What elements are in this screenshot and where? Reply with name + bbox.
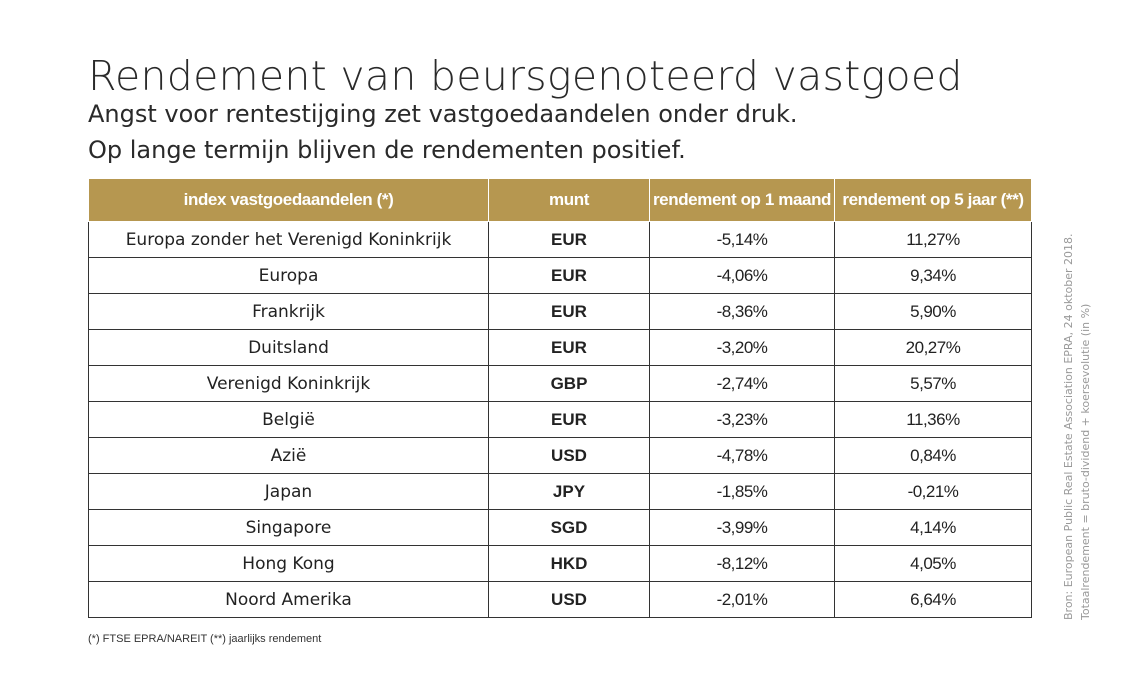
returns-table: index vastgoedaandelen (*) munt rendemen… (88, 178, 1032, 618)
column-header-return-1-month: rendement op 1 maand (649, 178, 835, 222)
table-row: Singapore SGD -3,99% 4,14% (88, 509, 1032, 546)
table-row: Europa zonder het Verenigd Koninkrijk EU… (88, 221, 1032, 258)
table-row: Duitsland EUR -3,20% 20,27% (88, 329, 1032, 366)
table-row: Verenigd Koninkrijk GBP -2,74% 5,57% (88, 365, 1032, 402)
currency-cell: EUR (488, 329, 650, 366)
currency-cell: EUR (488, 401, 650, 438)
table-row: Hong Kong HKD -8,12% 4,05% (88, 545, 1032, 582)
return-5-years-cell: -0,21% (834, 473, 1032, 510)
return-5-years-cell: 9,34% (834, 257, 1032, 294)
source-line-1: Bron: European Public Real Estate Associ… (1062, 233, 1075, 620)
currency-cell: SGD (488, 509, 650, 546)
table-row: België EUR -3,23% 11,36% (88, 401, 1032, 438)
return-1-month-cell: -8,12% (649, 545, 835, 582)
return-5-years-cell: 6,64% (834, 581, 1032, 618)
column-header-index: index vastgoedaandelen (*) (88, 178, 489, 222)
currency-cell: GBP (488, 365, 650, 402)
currency-cell: JPY (488, 473, 650, 510)
index-cell: Noord Amerika (88, 581, 489, 618)
return-1-month-cell: -1,85% (649, 473, 835, 510)
footnote: (*) FTSE EPRA/NAREIT (**) jaarlijks rend… (88, 633, 322, 645)
return-1-month-cell: -5,14% (649, 221, 835, 258)
index-cell: Singapore (88, 509, 489, 546)
index-cell: Japan (88, 473, 489, 510)
table-row: Noord Amerika USD -2,01% 6,64% (88, 581, 1032, 618)
column-header-return-5-years: rendement op 5 jaar (**) (834, 178, 1032, 222)
return-5-years-cell: 5,90% (834, 293, 1032, 330)
index-cell: Europa zonder het Verenigd Koninkrijk (88, 221, 489, 258)
return-1-month-cell: -8,36% (649, 293, 835, 330)
return-1-month-cell: -2,74% (649, 365, 835, 402)
table-row: Europa EUR -4,06% 9,34% (88, 257, 1032, 294)
column-header-currency: munt (488, 178, 650, 222)
table-header-row: index vastgoedaandelen (*) munt rendemen… (88, 178, 1032, 222)
source-note: Bron: European Public Real Estate Associ… (1060, 233, 1094, 620)
index-cell: Duitsland (88, 329, 489, 366)
table-row: Japan JPY -1,85% -0,21% (88, 473, 1032, 510)
return-5-years-cell: 11,36% (834, 401, 1032, 438)
index-cell: Verenigd Koninkrijk (88, 365, 489, 402)
return-1-month-cell: -4,06% (649, 257, 835, 294)
index-cell: Azië (88, 437, 489, 474)
currency-cell: HKD (488, 545, 650, 582)
return-1-month-cell: -3,20% (649, 329, 835, 366)
table-row: Frankrijk EUR -8,36% 5,90% (88, 293, 1032, 330)
currency-cell: EUR (488, 293, 650, 330)
index-cell: Frankrijk (88, 293, 489, 330)
page-title: Rendement van beursgenoteerd vastgoed (88, 52, 963, 100)
return-5-years-cell: 0,84% (834, 437, 1032, 474)
return-5-years-cell: 4,05% (834, 545, 1032, 582)
return-5-years-cell: 5,57% (834, 365, 1032, 402)
index-cell: Hong Kong (88, 545, 489, 582)
return-1-month-cell: -2,01% (649, 581, 835, 618)
index-cell: Europa (88, 257, 489, 294)
currency-cell: USD (488, 437, 650, 474)
return-1-month-cell: -3,23% (649, 401, 835, 438)
subtitle-line-2: Op lange termijn blijven de rendementen … (88, 136, 686, 164)
subtitle-line-1: Angst voor rentestijging zet vastgoedaan… (88, 100, 798, 128)
source-line-2: Totaalrendement = bruto-dividend + koers… (1079, 303, 1092, 620)
currency-cell: EUR (488, 257, 650, 294)
index-cell: België (88, 401, 489, 438)
table-row: Azië USD -4,78% 0,84% (88, 437, 1032, 474)
return-5-years-cell: 20,27% (834, 329, 1032, 366)
currency-cell: EUR (488, 221, 650, 258)
return-5-years-cell: 11,27% (834, 221, 1032, 258)
currency-cell: USD (488, 581, 650, 618)
return-1-month-cell: -3,99% (649, 509, 835, 546)
return-1-month-cell: -4,78% (649, 437, 835, 474)
return-5-years-cell: 4,14% (834, 509, 1032, 546)
